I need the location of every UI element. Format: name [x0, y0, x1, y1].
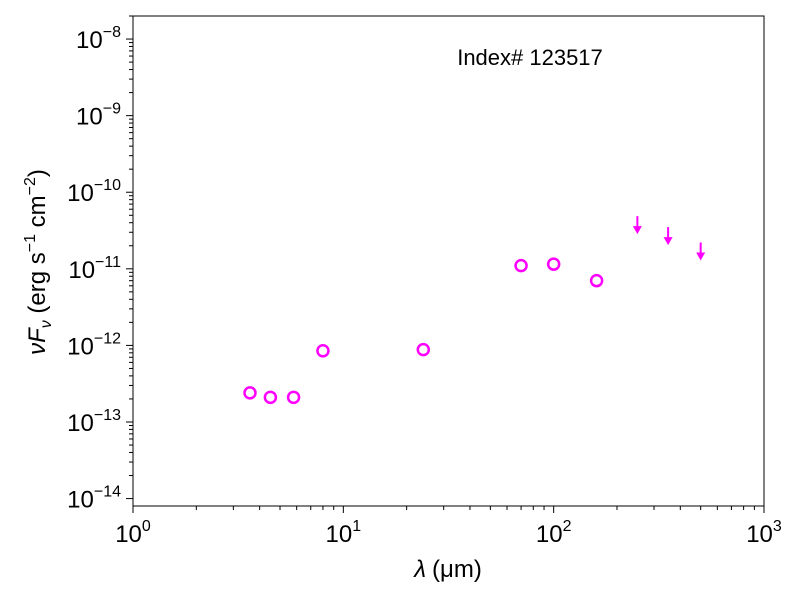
upper-limit-head	[663, 237, 673, 246]
x-tick-label: 103	[746, 518, 782, 548]
x-tick-label: 102	[536, 518, 572, 548]
upper-limit-arrow	[663, 227, 673, 246]
y-axis-subscript: ν	[38, 320, 55, 328]
detection-point	[243, 386, 257, 400]
data-points	[243, 216, 706, 405]
index-annotation: Index# 123517	[457, 45, 603, 70]
y-tick-label: 10−10	[67, 177, 121, 207]
y-tick-label: 10−8	[76, 24, 121, 54]
detection-point	[316, 344, 330, 358]
plot-frame	[132, 15, 765, 507]
y-tick-label: 10−9	[76, 101, 121, 131]
axis-ticks: 100 101 102 103 10−14 10−13 10−12 10−11 10−10 10−…	[67, 15, 782, 548]
upper-limit-arrow	[632, 216, 642, 235]
detection-point	[263, 390, 278, 405]
y-tick-label: 10−14	[67, 484, 121, 514]
y-axis-unit-mid: cm	[24, 195, 51, 234]
x-axis-symbol: λ	[412, 556, 426, 583]
upper-limit-head	[632, 226, 642, 235]
y-tick-label: 10−12	[67, 330, 121, 360]
detection-point	[286, 390, 301, 405]
upper-limit-arrow	[696, 242, 706, 261]
detection-point	[514, 258, 528, 273]
y-axis-symbol: νF	[24, 327, 51, 355]
y-axis-unit-text: (erg s	[24, 252, 51, 320]
y-axis-unit-close: )	[24, 169, 51, 177]
detection-point	[589, 273, 604, 288]
y-tick-label: 10−13	[67, 407, 121, 437]
detection-point	[546, 257, 561, 271]
x-axis-unit: (μm)	[432, 556, 482, 583]
y-axis-exp2: −2	[22, 177, 39, 195]
detection-point	[416, 342, 431, 357]
upper-limit-head	[696, 252, 706, 261]
x-axis-label: λ (μm)	[412, 556, 482, 583]
y-tick-label: 10−11	[68, 254, 121, 284]
x-tick-label: 100	[115, 518, 151, 548]
y-axis-exp1: −1	[22, 234, 39, 252]
y-axis-label: νFν (erg s−1 cm−2)	[22, 169, 55, 355]
x-tick-label: 101	[326, 518, 362, 548]
